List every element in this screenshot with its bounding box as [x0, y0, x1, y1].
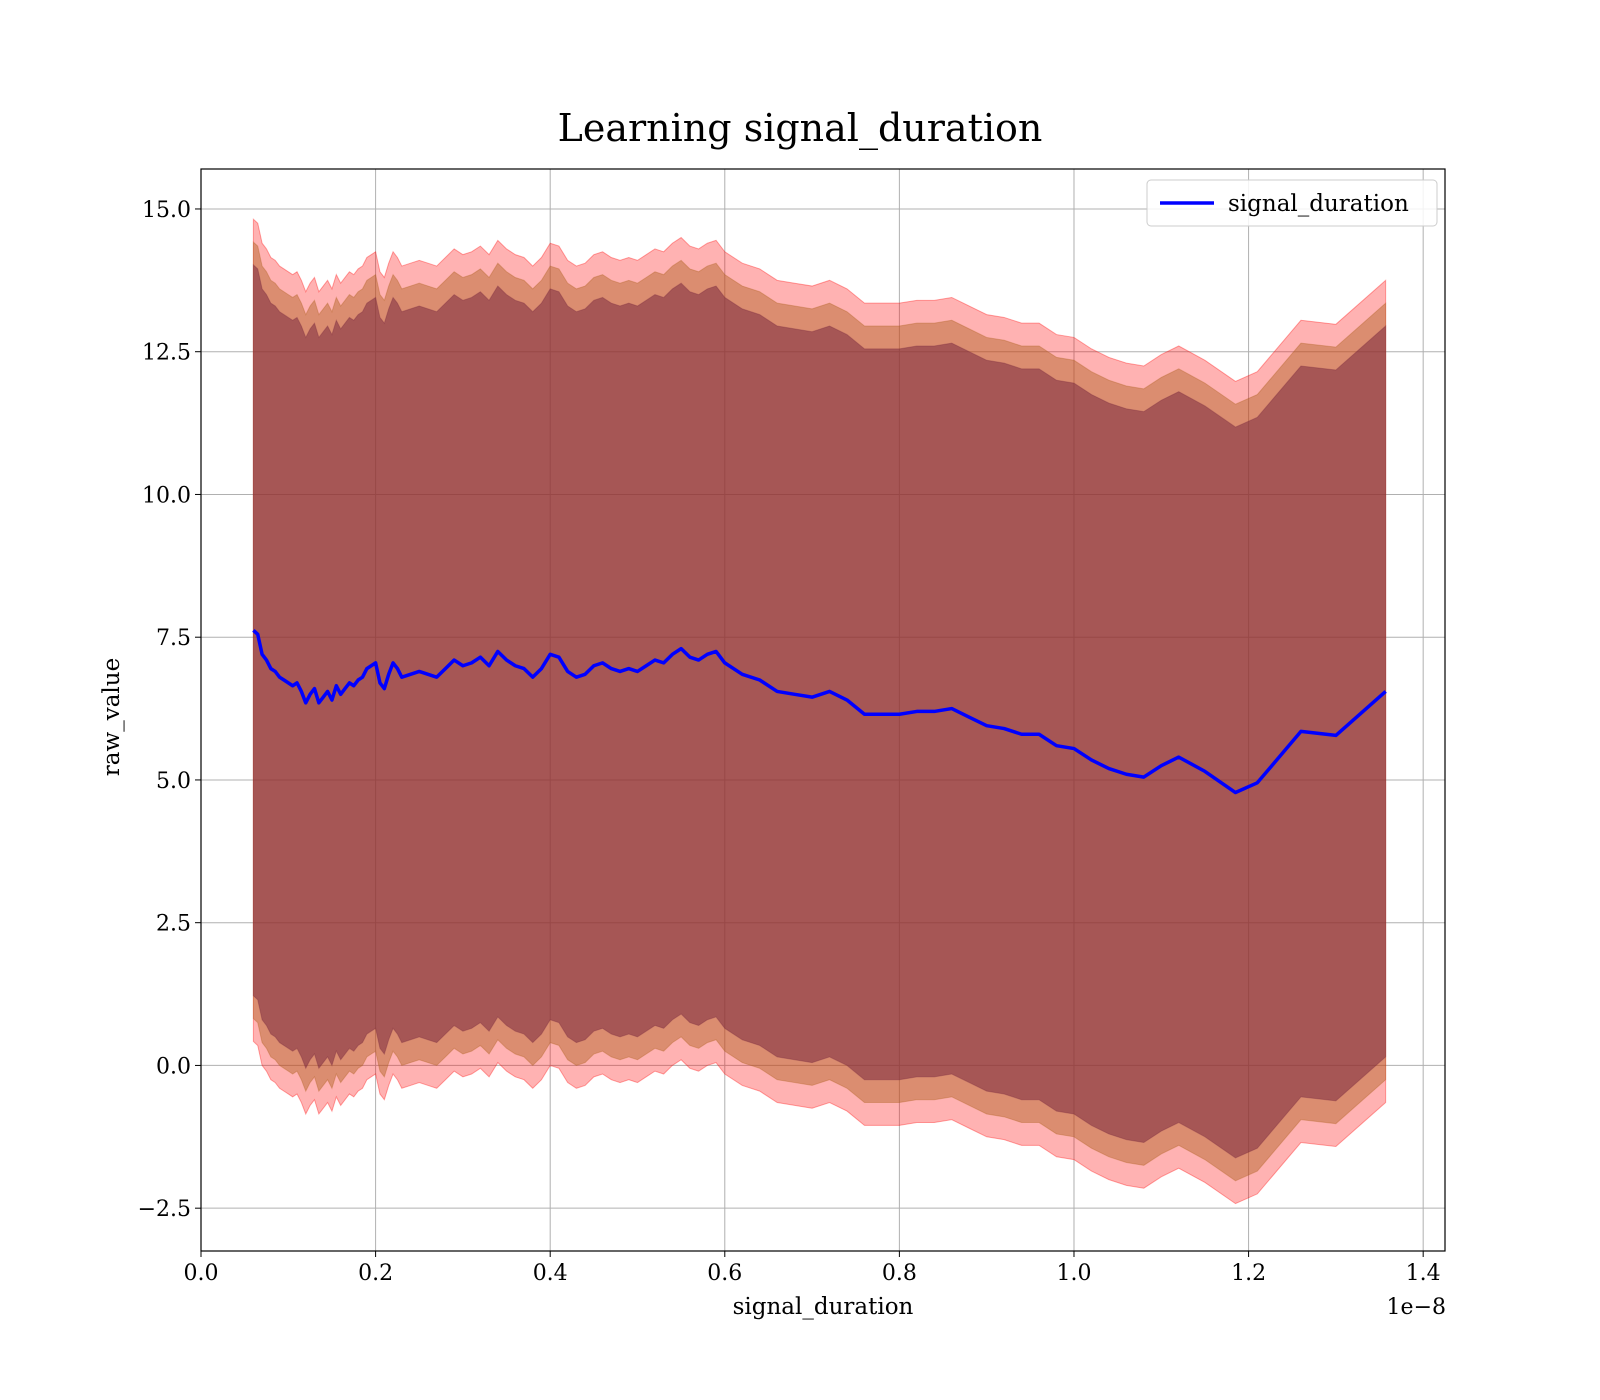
x-tick-label: 0.6	[707, 1261, 742, 1286]
x-tick-label: 1.2	[1231, 1261, 1266, 1286]
legend: signal_duration	[1146, 179, 1438, 227]
x-tick-label: 1.0	[1056, 1261, 1091, 1286]
y-tick-label: 10.0	[142, 483, 191, 508]
y-tick-label: 12.5	[142, 341, 191, 366]
x-axis-offset-label: 1e−8	[1387, 1295, 1446, 1320]
series-line-signal-duration	[252, 629, 1387, 795]
tick-layer: 0.0 0.2 0.4 0.6 0.8 1.0 1.2 1.4 −2.5 0.0 2.5 5.0 7.5…	[138, 198, 1441, 1286]
y-tick-label: 7.5	[156, 626, 191, 651]
line-layer	[252, 629, 1387, 795]
y-tick-label: 5.0	[156, 769, 191, 794]
plot-frame	[200, 168, 1446, 1252]
x-axis-label: signal_duration	[733, 1294, 914, 1320]
chart-title: Learning signal_duration	[558, 106, 1043, 151]
y-tick-label: 2.5	[156, 912, 191, 937]
x-tick-label: 1.4	[1406, 1261, 1441, 1286]
x-tick-label: 0.0	[184, 1261, 219, 1286]
y-tick-label: 15.0	[142, 198, 191, 223]
legend-label: signal_duration	[1228, 191, 1409, 217]
y-tick-label: −2.5	[138, 1197, 191, 1222]
legend-box	[1146, 179, 1438, 227]
band-inner	[252, 263, 1387, 1159]
y-axis-label: raw_value	[99, 658, 125, 776]
x-tick-label: 0.2	[358, 1261, 393, 1286]
y-tick-label: 0.0	[156, 1054, 191, 1079]
band-layer	[252, 218, 1387, 1205]
x-tick-label: 0.4	[533, 1261, 568, 1286]
x-tick-label: 0.8	[882, 1261, 917, 1286]
